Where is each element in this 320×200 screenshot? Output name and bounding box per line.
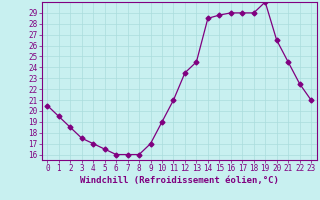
X-axis label: Windchill (Refroidissement éolien,°C): Windchill (Refroidissement éolien,°C) bbox=[80, 176, 279, 185]
